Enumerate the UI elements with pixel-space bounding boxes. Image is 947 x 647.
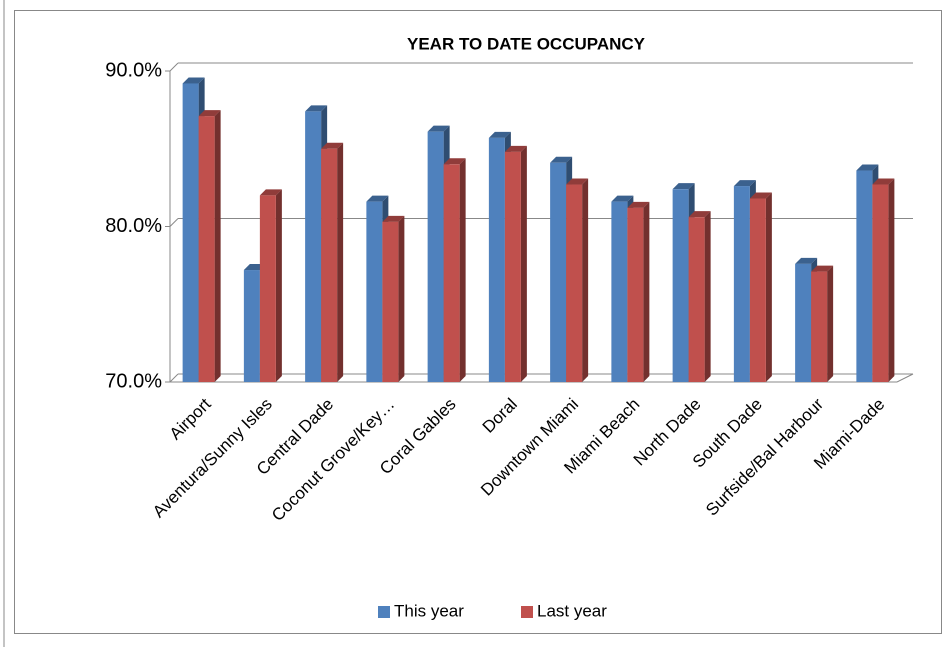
bar-top: [321, 142, 344, 149]
legend-label: This year: [394, 601, 464, 620]
bar-side: [888, 178, 895, 382]
bar: [550, 162, 567, 382]
bar: [366, 201, 383, 382]
bar: [856, 170, 873, 382]
bar-top: [688, 211, 711, 218]
bar-side: [214, 110, 221, 382]
bar-top: [550, 156, 573, 163]
grid-depth: [169, 62, 179, 72]
bar-side: [275, 189, 282, 382]
bar-top: [611, 195, 634, 202]
bar-top: [382, 215, 405, 222]
legend-swatch: [378, 606, 390, 618]
bar-side: [704, 211, 711, 382]
bar-top: [198, 110, 221, 117]
bar: [443, 164, 460, 382]
y-tick-label: 80.0%: [105, 215, 162, 237]
bar-top: [733, 180, 756, 187]
bar: [688, 217, 705, 382]
bar-side: [337, 142, 344, 382]
bar: [566, 184, 583, 382]
bar-top: [872, 178, 895, 185]
bar: [872, 184, 889, 382]
bar-top: [488, 131, 511, 138]
bar-side: [520, 145, 527, 382]
bar-top: [856, 164, 879, 171]
legend-swatch: [521, 606, 533, 618]
bar-top: [427, 125, 450, 132]
bar-top: [672, 183, 695, 190]
bar: [488, 137, 505, 382]
bar: [259, 195, 276, 382]
bar: [749, 198, 766, 382]
bar: [321, 148, 338, 382]
bar: [627, 207, 644, 382]
y-tick-label: 70.0%: [105, 370, 162, 392]
bar-side: [765, 192, 772, 382]
bar-side: [643, 201, 650, 382]
bar: [672, 189, 689, 382]
bar-side: [582, 178, 589, 382]
bar-top: [443, 158, 466, 165]
floor-depth: [896, 373, 914, 383]
y-tick-label: 90.0%: [105, 59, 162, 81]
bar-side: [398, 215, 405, 382]
bar-top: [305, 105, 328, 112]
bar-top: [566, 178, 589, 185]
bar: [811, 271, 828, 382]
bar-top: [504, 145, 527, 152]
bar: [305, 111, 322, 383]
bar: [795, 263, 812, 382]
bar-top: [627, 201, 650, 208]
bar: [198, 116, 215, 382]
bar: [504, 151, 521, 382]
bar: [182, 83, 199, 382]
bar: [611, 201, 628, 382]
bar-side: [827, 265, 834, 382]
bar: [427, 131, 444, 382]
grid-depth: [169, 218, 179, 227]
chart-border: [14, 10, 942, 634]
bar-top: [749, 192, 772, 199]
bar-top: [811, 265, 834, 272]
bar: [733, 186, 750, 382]
bar-top: [366, 195, 389, 202]
chart-title: YEAR TO DATE OCCUPANCY: [407, 34, 646, 53]
grid-depth: [169, 373, 179, 383]
bar-top: [259, 189, 282, 196]
bar-top: [182, 77, 205, 84]
bar: [243, 270, 260, 382]
legend-label: Last year: [537, 601, 607, 620]
bar: [382, 221, 399, 382]
bar-side: [459, 158, 466, 382]
bar-top: [795, 257, 818, 264]
